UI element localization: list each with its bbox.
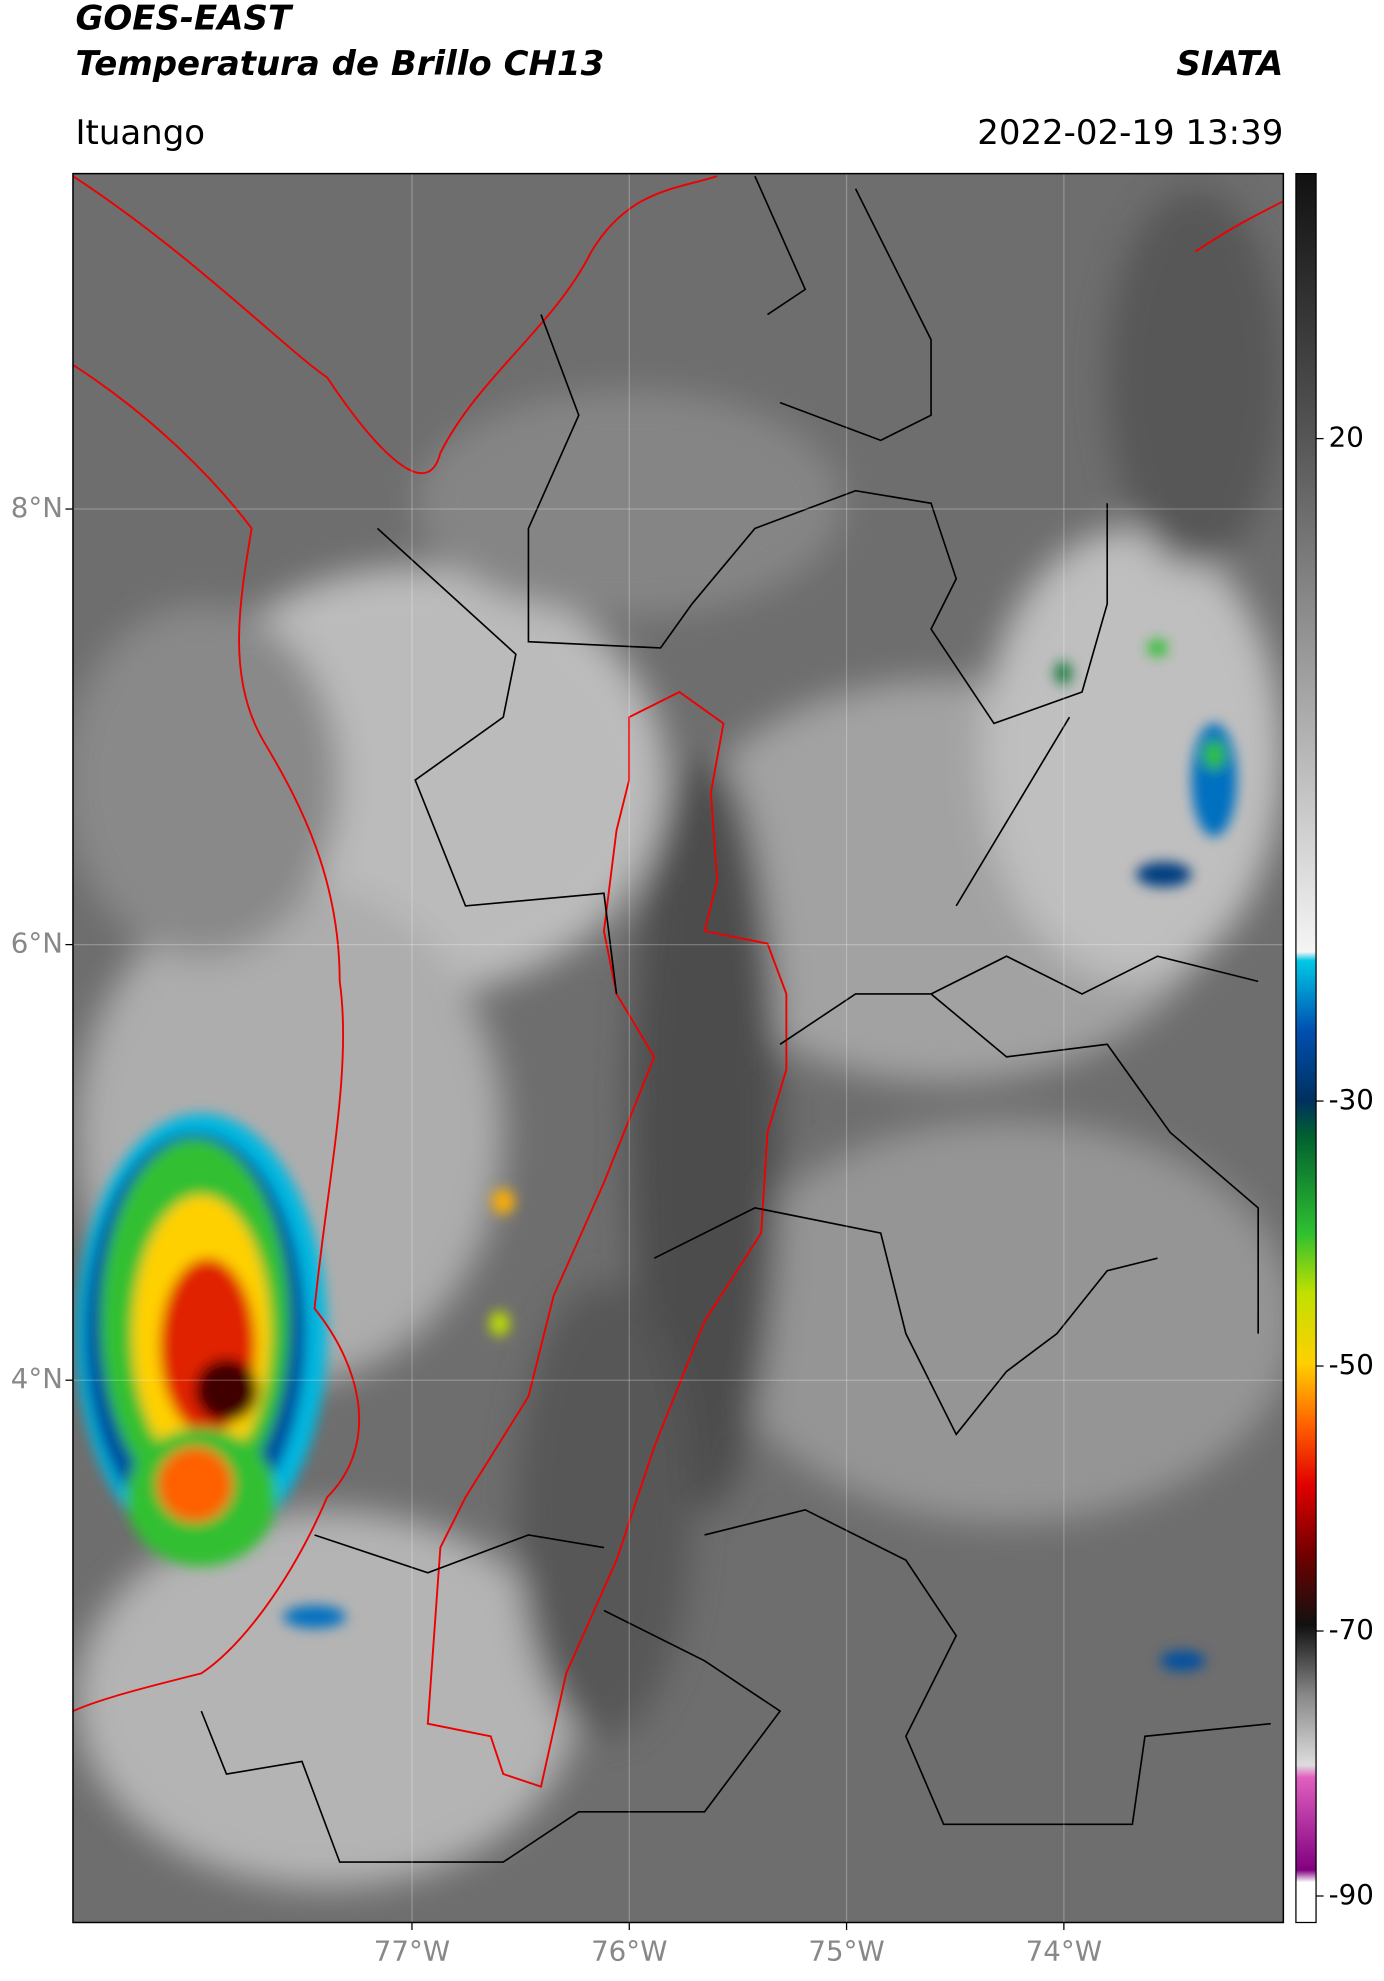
x-tick-label: 76°W <box>591 1935 667 1968</box>
agency: SIATA <box>1176 44 1283 84</box>
colorbar-label: -50 <box>1329 1348 1374 1381</box>
x-tick-label: 74°W <box>1026 1935 1102 1968</box>
title: GOES-EAST <box>75 0 293 39</box>
datetime: 2022-02-19 13:39 <box>977 113 1283 153</box>
satellite-image <box>72 173 1284 1923</box>
y-tick-label: 6°N <box>11 927 63 960</box>
colorbar-label: -30 <box>1329 1083 1374 1116</box>
map-frame <box>72 172 1285 1924</box>
y-tick-label: 4°N <box>11 1362 63 1395</box>
colorbar <box>1295 172 1317 1924</box>
x-tick-label: 77°W <box>374 1935 450 1968</box>
y-tick-label: 8°N <box>11 491 63 524</box>
location: Ituango <box>75 113 205 153</box>
colorbar-label: -90 <box>1329 1878 1374 1911</box>
colorbar-label: -70 <box>1329 1613 1374 1646</box>
x-tick-label: 75°W <box>808 1935 884 1968</box>
colorbar-label: 20 <box>1329 421 1364 454</box>
subtitle: Temperatura de Brillo CH13 <box>75 44 604 84</box>
